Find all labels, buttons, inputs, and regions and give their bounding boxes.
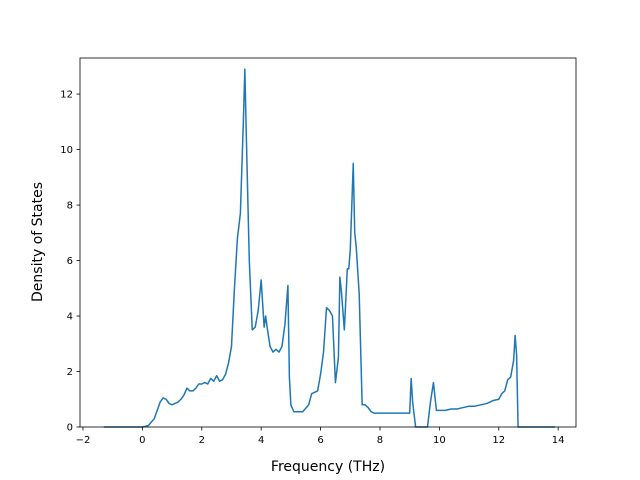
x-axis-label: Frequency (THz) xyxy=(271,459,385,475)
y-tick-label: 4 xyxy=(67,312,73,323)
x-tick-label: 4 xyxy=(258,435,264,446)
series-layer xyxy=(103,68,556,428)
x-tick-label: 2 xyxy=(199,435,205,446)
x-tick-label: 10 xyxy=(433,435,446,446)
x-tick-label: −2 xyxy=(76,435,91,446)
y-tick-label: 6 xyxy=(67,256,73,267)
y-axis-ticks: 0 2 4 6 8 10 12 xyxy=(60,90,80,434)
series-line-0 xyxy=(103,68,556,428)
y-tick-label: 2 xyxy=(67,367,73,378)
axes-frame xyxy=(79,57,577,428)
y-tick-label: 10 xyxy=(60,145,73,156)
y-tick-label: 12 xyxy=(60,90,73,101)
y-axis-label: Density of States xyxy=(30,182,46,302)
x-tick-label: 0 xyxy=(139,435,145,446)
x-tick-label: 14 xyxy=(552,435,565,446)
y-tick-label: 8 xyxy=(67,201,73,212)
plot-area xyxy=(79,57,577,428)
x-tick-label: 12 xyxy=(492,435,505,446)
x-tick-label: 8 xyxy=(377,435,383,446)
x-axis-ticks: −2 0 2 4 6 8 10 12 14 xyxy=(76,427,565,446)
x-tick-label: 6 xyxy=(317,435,323,446)
y-tick-label: 0 xyxy=(67,423,73,434)
